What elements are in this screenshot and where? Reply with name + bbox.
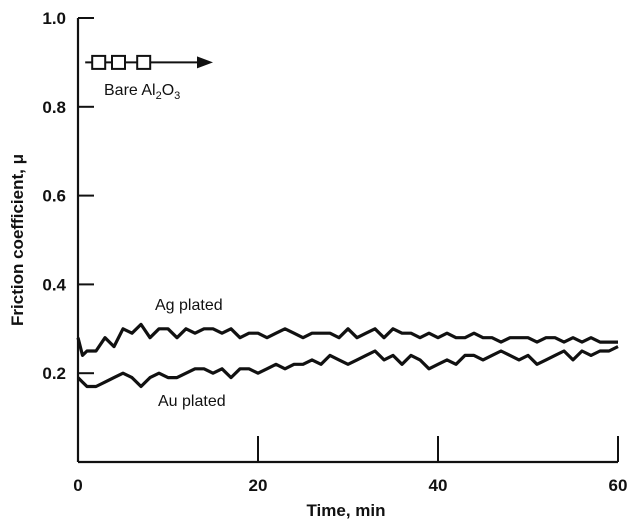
y-tick-label: 0.4: [42, 275, 66, 294]
series-layer: [76, 54, 619, 389]
annotation-bare-al2o3: Bare Al2O3: [104, 82, 180, 102]
bare-al2o3-point: [91, 54, 107, 70]
bare-al2o3-point: [136, 54, 152, 70]
plot-area: 0.2 0.4 0.6 0.8 1.0 0 20 40 60 Ag plated Au pla…: [42, 9, 627, 495]
annotation-bare-sub-3: 3: [174, 90, 180, 102]
x-ticks: 0 20 40 60: [73, 436, 627, 495]
y-tick-label: 1.0: [42, 9, 66, 28]
y-tick-label: 0.2: [42, 364, 66, 383]
bare-al2o3-arrow-head: [197, 56, 213, 69]
x-tick-label: 20: [249, 476, 268, 495]
annotation-ag-plated: Ag plated: [155, 297, 223, 314]
annotation-au-plated: Au plated: [158, 393, 226, 410]
annotation-bare-part-1: Bare Al: [104, 82, 156, 99]
y-ticks: 0.2 0.4 0.6 0.8 1.0: [42, 9, 94, 383]
y-axis-title: Friction coefficient, μ: [8, 154, 27, 326]
x-axis-title: Time, min: [306, 501, 385, 520]
x-tick-label: 40: [429, 476, 448, 495]
x-tick-label: 60: [609, 476, 628, 495]
annotation-bare-sub-2: 2: [156, 90, 162, 102]
series-line-ag-plated: [76, 322, 618, 357]
y-tick-label: 0.8: [42, 98, 66, 117]
x-tick-label: 0: [73, 476, 82, 495]
y-tick-label: 0.6: [42, 187, 66, 206]
annotation-bare-part-o: O: [162, 82, 174, 99]
bare-al2o3-point: [111, 54, 126, 70]
series-line-au-plated: [76, 345, 619, 389]
